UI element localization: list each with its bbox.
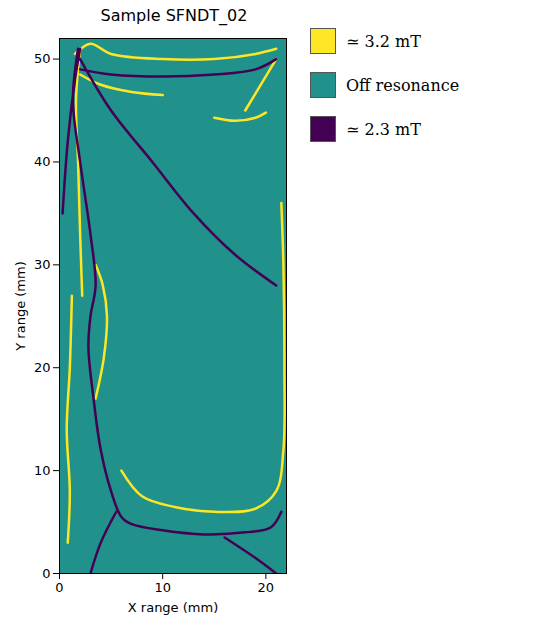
svg-text:0: 0: [42, 566, 50, 581]
svg-text:10: 10: [34, 463, 51, 478]
svg-text:20: 20: [258, 580, 275, 595]
html-text:≃ 3.2 mT: ≃ 3.2 mT: [346, 31, 421, 51]
html-text:Sample SFNDT_02: Sample SFNDT_02: [100, 6, 248, 25]
svg-text:20: 20: [34, 360, 51, 375]
svg-text:Y range (mm): Y range (mm): [13, 261, 28, 351]
svg-text:40: 40: [34, 154, 51, 169]
svg-text:10: 10: [154, 580, 171, 595]
svg-text:50: 50: [34, 51, 51, 66]
svg-text:0: 0: [55, 580, 63, 595]
html-text:≃ 2.3 mT: ≃ 2.3 mT: [346, 119, 421, 139]
html-text:Off resonance: Off resonance: [346, 75, 460, 95]
svg-text:X range (mm): X range (mm): [128, 600, 218, 615]
svg-text:30: 30: [34, 257, 51, 272]
